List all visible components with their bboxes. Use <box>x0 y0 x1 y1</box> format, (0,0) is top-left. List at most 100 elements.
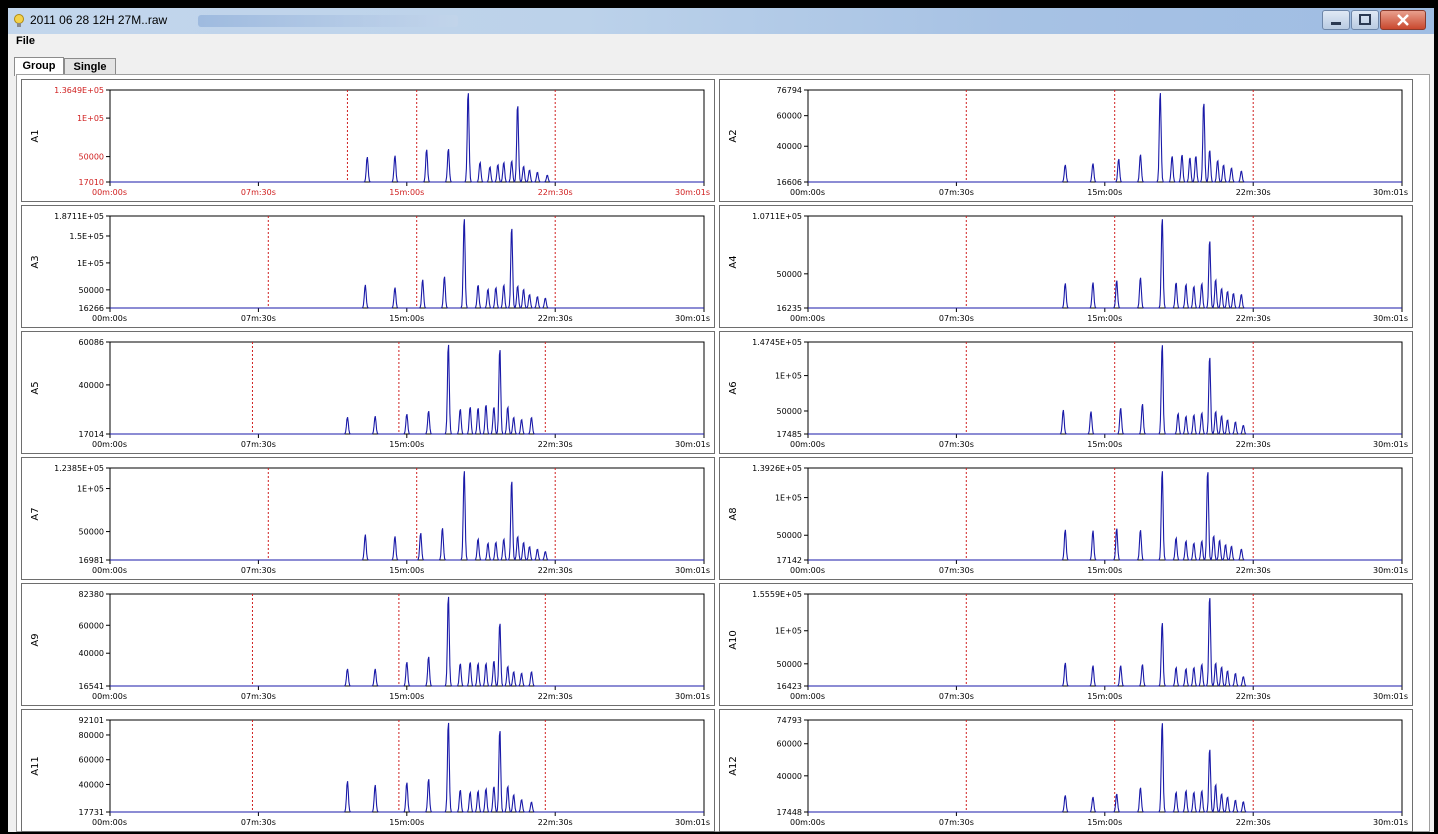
y-tick-label: 50000 <box>79 286 104 295</box>
chart-panel-a8[interactable]: 1.3926E+05 1E+05 50000 17142 A8 00m:00s 07m:30… <box>719 457 1413 580</box>
chromatogram-a9: 82380 60000 40000 16541 A9 00m:00s 07m:30s 15m:… <box>30 590 710 701</box>
y-tick-label: 17485 <box>777 430 802 439</box>
x-tick-label: 07m:30s <box>241 566 276 575</box>
y-tick-label: 60000 <box>777 112 802 121</box>
chart-panel-a2[interactable]: 76794 60000 40000 16606 A2 00m:00s 07m:30s 15m:… <box>719 79 1413 202</box>
y-tick-label: 16423 <box>777 682 802 691</box>
x-tick-label: 30m:01s <box>675 692 710 701</box>
chart-panel-a9[interactable]: 82380 60000 40000 16541 A9 00m:00s 07m:30s 15m:… <box>21 583 715 706</box>
y-tick-label: 1.3649E+05 <box>54 86 104 95</box>
x-tick-label: 30m:01s <box>675 818 710 827</box>
x-tick-label: 07m:30s <box>241 692 276 701</box>
y-axis-label: A5 <box>30 381 41 394</box>
chromatogram-a10: 1.5559E+05 1E+05 50000 16423 A10 00m:00s 07m:3… <box>728 590 1408 701</box>
trace-line <box>110 722 704 813</box>
y-tick-label: 50000 <box>79 153 104 162</box>
x-tick-label: 30m:01s <box>675 566 710 575</box>
y-tick-label: 16981 <box>79 556 104 565</box>
y-tick-label: 17010 <box>79 178 104 187</box>
plot-frame <box>807 719 1403 813</box>
chart-panel-a10[interactable]: 1.5559E+05 1E+05 50000 16423 A10 00m:00s 07m:3… <box>719 583 1413 706</box>
chromatogram-a11: 92101 80000 60000 40000 17731 A11 00m:00s 07m:3… <box>30 716 710 827</box>
menu-file[interactable]: File <box>16 35 35 47</box>
trace-line <box>808 219 1402 309</box>
chromatogram-a6: 1.4745E+05 1E+05 50000 17485 A6 00m:00s 07m:30… <box>728 338 1408 449</box>
y-tick-label: 1.8711E+05 <box>54 212 104 221</box>
y-tick-label: 1.0711E+05 <box>752 212 802 221</box>
x-tick-label: 00m:00s <box>92 818 127 827</box>
y-tick-label: 16541 <box>79 682 104 691</box>
chart-panel-a7[interactable]: 1.2385E+05 1E+05 50000 16981 A7 00m:00s 07m:30… <box>21 457 715 580</box>
plot-frame <box>109 719 705 813</box>
chromatogram-a3: 1.8711E+05 1.5E+05 1E+05 50000 16266 A3 00m:00… <box>30 212 710 323</box>
x-tick-label: 07m:30s <box>939 440 974 449</box>
app-window: 2011 06 28 12H 27M..raw File Group Singl… <box>8 8 1434 832</box>
y-tick-label: 1E+05 <box>775 494 802 503</box>
chart-panel-a4[interactable]: 1.0711E+05 50000 16235 A4 00m:00s 07m:30s 15m:… <box>719 205 1413 328</box>
chart-panel-a1[interactable]: 1.3649E+05 1E+05 50000 17010 A1 00m:00s 07m:30… <box>21 79 715 202</box>
y-tick-label: 50000 <box>777 270 802 279</box>
chart-panel-a11[interactable]: 92101 80000 60000 40000 17731 A11 00m:00s 07m:3… <box>21 709 715 832</box>
trace-line <box>808 345 1402 435</box>
title-blur <box>198 15 458 27</box>
plot-frame <box>807 341 1403 435</box>
y-tick-label: 40000 <box>777 772 802 781</box>
chromatogram-a12: 74793 60000 40000 17448 A12 00m:00s 07m:30s 15m… <box>728 716 1408 827</box>
y-axis-label: A1 <box>30 129 41 142</box>
chart-panel-a12[interactable]: 74793 60000 40000 17448 A12 00m:00s 07m:30s 15m… <box>719 709 1413 832</box>
y-axis-label: A8 <box>728 507 739 520</box>
y-axis-label: A3 <box>30 255 41 268</box>
x-tick-label: 00m:00s <box>790 692 825 701</box>
x-tick-label: 15m:00s <box>1087 440 1122 449</box>
x-tick-label: 07m:30s <box>241 188 276 197</box>
minimize-button[interactable] <box>1322 10 1350 30</box>
y-axis-label: A4 <box>728 255 739 268</box>
x-tick-label: 22m:30s <box>538 440 573 449</box>
trace-line <box>110 93 704 183</box>
y-tick-label: 16266 <box>79 304 104 313</box>
x-tick-label: 22m:30s <box>538 188 573 197</box>
y-tick-label: 76794 <box>777 86 802 95</box>
maximize-icon <box>1359 14 1371 25</box>
plot-frame <box>807 593 1403 687</box>
chromatogram-a4: 1.0711E+05 50000 16235 A4 00m:00s 07m:30s 15m:… <box>728 212 1408 323</box>
x-tick-label: 15m:00s <box>389 440 424 449</box>
trace-line <box>808 93 1402 183</box>
trace-line <box>808 471 1402 561</box>
x-tick-label: 22m:30s <box>1236 818 1271 827</box>
x-tick-label: 00m:00s <box>92 314 127 323</box>
chromatogram-a2: 76794 60000 40000 16606 A2 00m:00s 07m:30s 15m:… <box>728 86 1408 197</box>
x-tick-label: 30m:01s <box>675 314 710 323</box>
close-icon <box>1397 14 1409 26</box>
menu-bar: File <box>8 34 1434 52</box>
y-axis-label: A11 <box>30 756 41 776</box>
y-tick-label: 17014 <box>79 430 104 439</box>
chart-panel-a5[interactable]: 60086 40000 17014 A5 00m:00s 07m:30s 15m:00s 22… <box>21 331 715 454</box>
x-tick-label: 15m:00s <box>389 818 424 827</box>
y-tick-label: 1E+05 <box>77 114 104 123</box>
minimize-icon <box>1331 22 1341 25</box>
title-bar[interactable]: 2011 06 28 12H 27M..raw <box>8 8 1434 34</box>
chart-panel-a3[interactable]: 1.8711E+05 1.5E+05 1E+05 50000 16266 A3 00m:00… <box>21 205 715 328</box>
x-tick-label: 30m:01s <box>675 188 710 197</box>
x-tick-label: 22m:30s <box>1236 566 1271 575</box>
y-tick-label: 16235 <box>777 304 802 313</box>
maximize-button[interactable] <box>1351 10 1379 30</box>
tab-group[interactable]: Group <box>14 57 64 76</box>
y-tick-label: 74793 <box>777 716 802 725</box>
y-tick-label: 40000 <box>79 780 104 789</box>
tab-single[interactable]: Single <box>64 58 116 75</box>
x-tick-label: 15m:00s <box>389 692 424 701</box>
x-tick-label: 22m:30s <box>1236 314 1271 323</box>
y-axis-label: A6 <box>728 381 739 394</box>
close-button[interactable] <box>1380 10 1426 30</box>
x-tick-label: 15m:00s <box>1087 692 1122 701</box>
chromatogram-a8: 1.3926E+05 1E+05 50000 17142 A8 00m:00s 07m:30… <box>728 464 1408 575</box>
x-tick-label: 22m:30s <box>538 818 573 827</box>
x-tick-label: 00m:00s <box>92 566 127 575</box>
y-tick-label: 50000 <box>777 531 802 540</box>
x-tick-label: 07m:30s <box>939 818 974 827</box>
y-axis-label: A10 <box>728 630 739 650</box>
plot-frame <box>807 467 1403 561</box>
chart-panel-a6[interactable]: 1.4745E+05 1E+05 50000 17485 A6 00m:00s 07m:30… <box>719 331 1413 454</box>
